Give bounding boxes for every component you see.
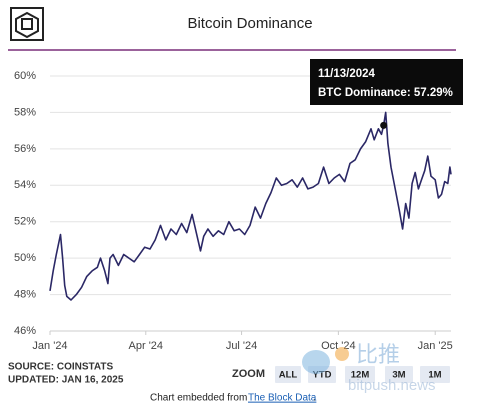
y-tick-label: 48% xyxy=(14,288,36,300)
tooltip-box xyxy=(310,59,463,105)
chart-title: Bitcoin Dominance xyxy=(187,15,312,32)
zoom-button[interactable] xyxy=(420,366,450,383)
embed-period: . xyxy=(313,393,316,404)
zoom-button-label[interactable]: 12M xyxy=(351,370,370,381)
watermark-site: bitpush.news xyxy=(348,377,436,394)
zoom-label: ZOOM xyxy=(232,368,265,380)
x-tick-label: Oct '24 xyxy=(321,340,356,352)
updated: UPDATED: JAN 16, 2025 xyxy=(8,375,124,386)
y-tick-label: 50% xyxy=(14,252,36,264)
logo xyxy=(10,7,44,41)
y-tick-label: 56% xyxy=(14,143,36,155)
zoom-button-label[interactable]: 1M xyxy=(428,370,441,381)
line-series xyxy=(49,111,452,301)
source: SOURCE: COINSTATS xyxy=(8,362,114,373)
zoom-buttons: ALL YTD 12M 3M 1M xyxy=(275,366,450,383)
embed-link[interactable]: The Block Data xyxy=(248,393,317,404)
x-tick-label: Jul '24 xyxy=(226,340,257,352)
y-tick-label: 52% xyxy=(14,216,36,228)
y-tick-label: 58% xyxy=(14,106,36,118)
x-tick-label: Jan '25 xyxy=(418,340,453,352)
zoom-button-label[interactable]: YTD xyxy=(313,370,332,381)
watermark: 比推 bitpush.news xyxy=(302,342,436,394)
zoom-button-label[interactable]: ALL xyxy=(279,370,298,381)
y-tick-label: 54% xyxy=(14,179,36,191)
zoom-button[interactable] xyxy=(275,366,301,383)
zoom-button[interactable] xyxy=(345,366,375,383)
watermark-name: 比推 xyxy=(356,342,400,367)
tooltip-value: BTC Dominance: 57.29% xyxy=(318,87,453,99)
tooltip-date: 11/13/2024 xyxy=(318,68,376,80)
x-tick-label: Apr '24 xyxy=(129,340,164,352)
x-tick-label: Jan '24 xyxy=(32,340,67,352)
plot: 46% 48% 50% 52% 54% 56% 58% 60% Jan '24 Apr '24 Ju… xyxy=(14,59,463,352)
y-tick-label: 46% xyxy=(14,325,36,337)
y-tick-label: 60% xyxy=(14,70,36,82)
embed-text: Chart embedded from xyxy=(150,393,247,404)
zoom-button[interactable] xyxy=(385,366,413,383)
annotation-dot xyxy=(380,121,388,129)
zoom-button-label[interactable]: 3M xyxy=(392,370,405,381)
